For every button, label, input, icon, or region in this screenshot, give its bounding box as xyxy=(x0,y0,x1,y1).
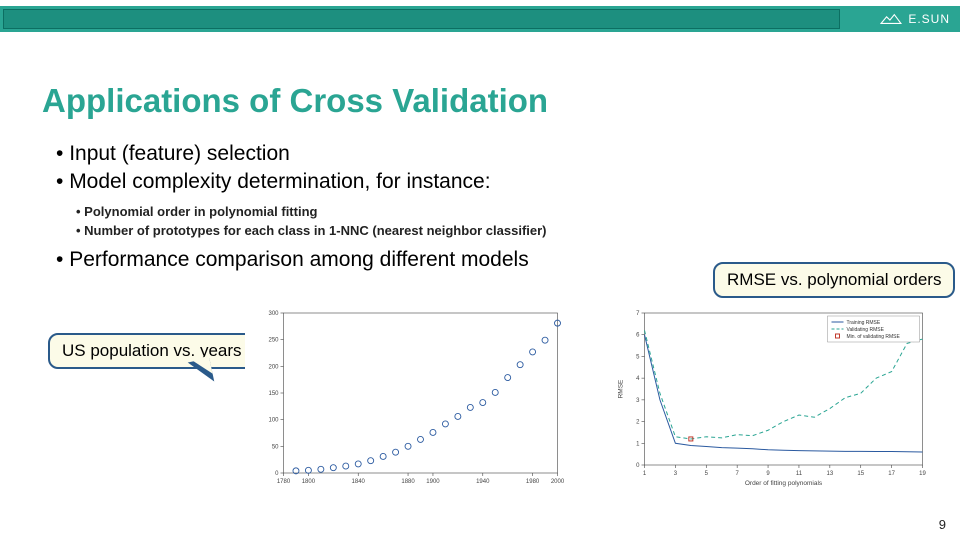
svg-text:1980: 1980 xyxy=(526,479,540,485)
svg-text:15: 15 xyxy=(857,471,864,477)
svg-text:Training RMSE: Training RMSE xyxy=(847,320,881,326)
svg-text:2000: 2000 xyxy=(551,479,565,485)
svg-text:50: 50 xyxy=(272,444,279,450)
svg-text:Order of fitting polynomials: Order of fitting polynomials xyxy=(745,480,823,487)
bullet-list: Input (feature) selection Model complexi… xyxy=(56,140,930,275)
svg-text:Validating RMSE: Validating RMSE xyxy=(847,327,885,333)
svg-text:100: 100 xyxy=(268,418,279,424)
svg-text:7: 7 xyxy=(636,311,640,317)
svg-text:9: 9 xyxy=(766,471,770,477)
callout-population: US population vs. years xyxy=(48,333,256,369)
callout-tail-icon xyxy=(188,358,215,386)
svg-text:4: 4 xyxy=(636,376,640,382)
svg-text:1840: 1840 xyxy=(352,479,366,485)
svg-text:5: 5 xyxy=(705,471,709,477)
brand-name: E.SUN xyxy=(908,12,950,26)
brand-logo: E.SUN xyxy=(880,5,950,33)
svg-text:1780: 1780 xyxy=(277,479,291,485)
header-band-inner xyxy=(3,9,840,29)
svg-text:1: 1 xyxy=(636,441,640,447)
svg-text:19: 19 xyxy=(919,471,926,477)
callout-rmse: RMSE vs. polynomial orders xyxy=(713,262,955,298)
svg-text:250: 250 xyxy=(268,338,279,344)
page-number: 9 xyxy=(939,517,946,532)
bullet-item: Input (feature) selection xyxy=(56,140,930,168)
svg-text:7: 7 xyxy=(735,471,739,477)
chart-row: 0501001502002503001780180018401880190019… xyxy=(245,305,935,490)
svg-text:1800: 1800 xyxy=(302,479,316,485)
svg-text:150: 150 xyxy=(268,391,279,397)
slide-title: Applications of Cross Validation xyxy=(42,82,548,120)
svg-text:3: 3 xyxy=(674,471,678,477)
bullet-item: Model complexity determination, for inst… xyxy=(56,168,930,196)
svg-text:200: 200 xyxy=(268,364,279,370)
svg-text:300: 300 xyxy=(268,311,279,317)
svg-text:0: 0 xyxy=(275,471,279,477)
svg-text:17: 17 xyxy=(888,471,895,477)
svg-text:1: 1 xyxy=(643,471,647,477)
svg-text:1940: 1940 xyxy=(476,479,490,485)
svg-text:RMSE: RMSE xyxy=(618,379,625,398)
svg-text:6: 6 xyxy=(636,333,640,339)
svg-text:1900: 1900 xyxy=(426,479,440,485)
svg-text:1880: 1880 xyxy=(401,479,415,485)
svg-text:Min. of validating RMSE: Min. of validating RMSE xyxy=(847,334,901,340)
svg-text:2: 2 xyxy=(636,420,640,426)
svg-text:13: 13 xyxy=(826,471,833,477)
bullet-sub-item: Number of prototypes for each class in 1… xyxy=(76,222,930,241)
svg-text:11: 11 xyxy=(796,471,803,477)
svg-text:5: 5 xyxy=(636,354,640,360)
header-band: E.SUN xyxy=(0,0,960,38)
bullet-sub-item: Polynomial order in polynomial fitting xyxy=(76,203,930,222)
svg-text:0: 0 xyxy=(636,463,640,469)
chart-left: 0 50 100 150 200 250 300 1780 1800 1840 1880 1900 19… xyxy=(245,305,570,490)
mountain-icon xyxy=(880,12,902,26)
svg-text:3: 3 xyxy=(636,398,640,404)
chart-right: 01234567135791113151719Order of fitting … xyxy=(610,305,935,490)
